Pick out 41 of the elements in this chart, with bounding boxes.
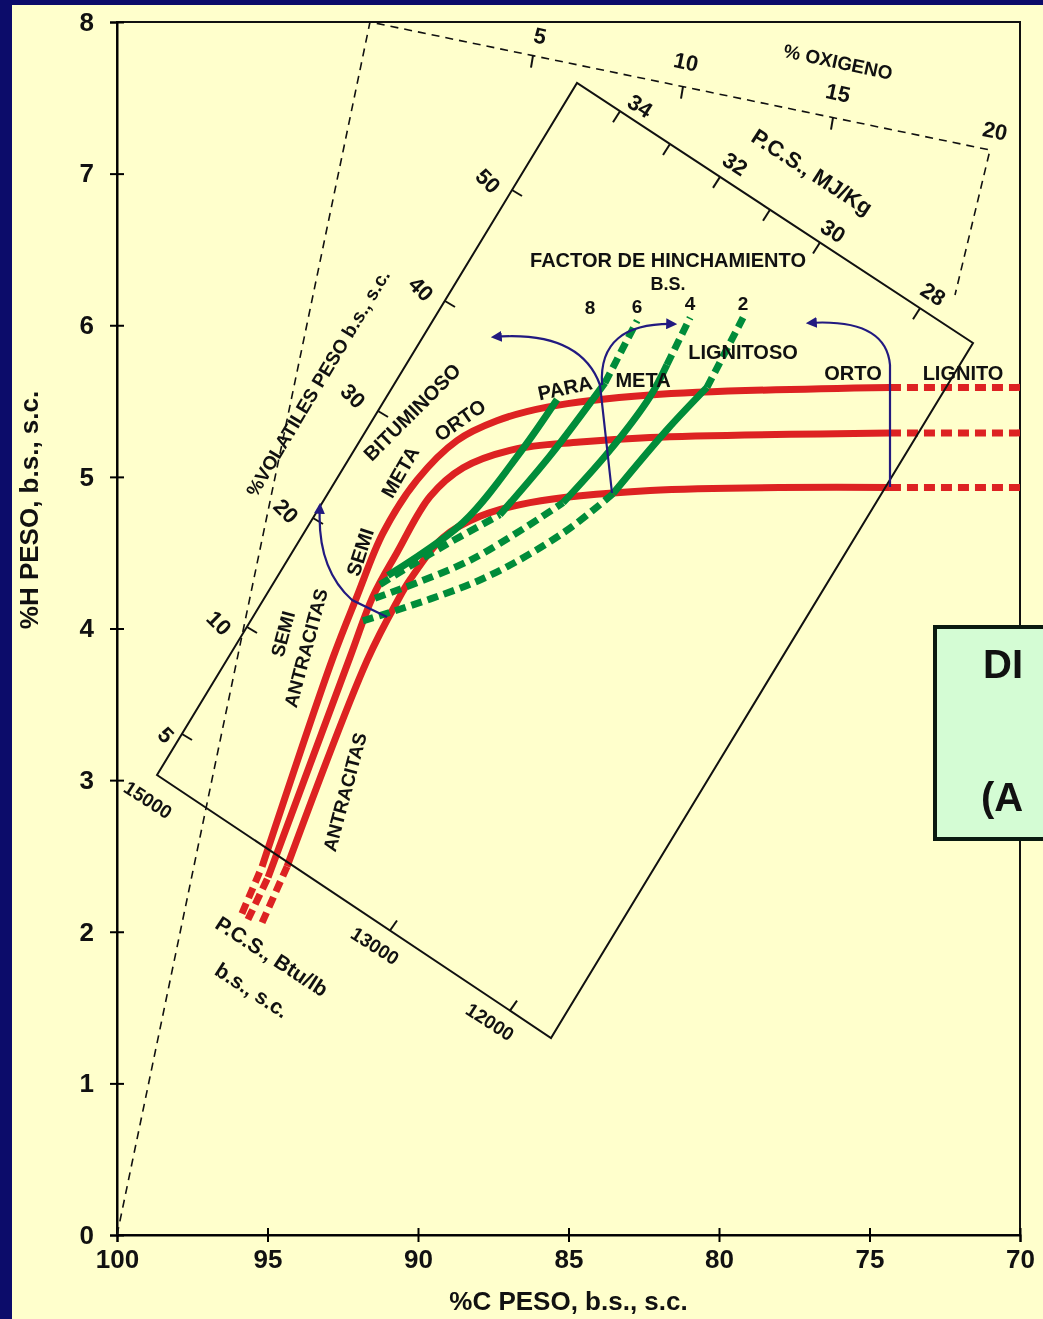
annotation: FACTOR DE HINCHAMIENTO [530,249,806,271]
text: 8 [584,296,596,318]
y-tick-label: 5 [79,461,94,492]
y-tick-label: 4 [79,613,95,644]
annotation: 50 [470,163,506,199]
annotation: 5 [531,22,549,50]
x-tick-label: 70 [1006,1244,1035,1275]
annotation: ORTO [824,362,882,384]
annotation: DI [983,642,1023,686]
y-tick-label: 3 [79,764,94,795]
series-label: 2 [737,292,749,314]
series-label: 6 [631,295,643,317]
annotation: 40 [403,271,439,307]
annotation: B.S. [650,274,686,294]
annotation: 5 [152,721,180,749]
y-tick-label: 0 [79,1219,94,1250]
annotation: 10 [671,47,701,77]
series-label: 4 [684,292,696,314]
annotation: PARA [535,371,595,405]
x-tick-label: 90 [404,1244,433,1275]
annotation: 28 [915,276,951,312]
annotation: 30 [815,213,851,249]
y-axis-title: %H PESO, b.s., s.c. [14,390,44,630]
y-tick-label: 7 [79,158,94,189]
x-tick-label: 100 [95,1244,140,1275]
x-tick-label: 75 [855,1244,885,1275]
annotation: 32 [717,146,753,182]
x-tick-label: 95 [253,1244,283,1275]
x-tick-label: 80 [705,1244,734,1275]
annotation: 20 [268,493,304,529]
x-axis-title: %C PESO, b.s., s.c. [449,1286,688,1316]
y-tick-label: 6 [79,310,94,341]
annotation: 10 [201,605,237,641]
y-tick-label: 8 [79,6,94,37]
y-tick-label: 2 [79,916,94,947]
annotation: 34 [622,88,658,124]
x-tick-label: 85 [554,1244,584,1275]
annotation: (A [980,775,1024,819]
y-tick-label: 1 [79,1068,94,1099]
annotation: SEMI [341,525,379,579]
annotation: 20 [980,116,1010,146]
